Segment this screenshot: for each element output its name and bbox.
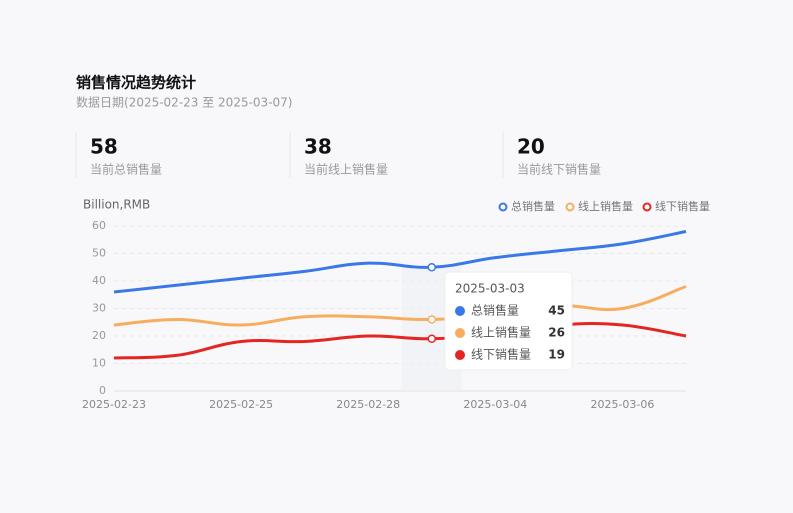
x-tick-label: 2025-03-04 — [463, 398, 527, 411]
x-tick-label: 2025-02-23 — [82, 398, 146, 411]
card-label: 当前线上销售量 — [304, 162, 388, 177]
legend-marker — [498, 202, 508, 212]
title: 销售情况趋势统计 — [76, 74, 196, 92]
tooltip-marker — [455, 306, 465, 316]
legend-label: 总销售量 — [511, 199, 555, 213]
tooltip-value: 45 — [548, 304, 565, 318]
y-axis-label: Billion,RMB — [83, 198, 150, 212]
x-tick-label: 2025-02-25 — [209, 398, 273, 411]
x-tick-label: 2025-02-28 — [336, 398, 400, 411]
hover-point — [427, 263, 437, 272]
legend-label: 线下销售量 — [655, 199, 710, 213]
tooltip-name: 线上销售量 — [471, 325, 531, 340]
tooltip-name: 线下销售量 — [471, 347, 531, 362]
series-line — [113, 322, 687, 360]
tooltip-title: 2025-03-03 — [455, 282, 525, 296]
tooltip-value: 19 — [548, 348, 565, 362]
hover-point — [427, 315, 437, 324]
y-tick-label: 0 — [99, 384, 106, 397]
legend-marker — [565, 202, 575, 212]
card-value: 58 — [90, 135, 118, 159]
card-label: 当前线下销售量 — [517, 162, 601, 177]
series-line — [113, 285, 687, 327]
subtitle: 数据日期(2025-02-23 至 2025-03-07) — [76, 95, 292, 110]
legend-label: 线上销售量 — [578, 199, 633, 213]
y-tick-label: 50 — [92, 247, 106, 260]
series-line — [113, 230, 687, 294]
x-tick-label: 2025-03-06 — [590, 398, 654, 411]
y-tick-label: 20 — [92, 329, 106, 342]
y-tick-label: 60 — [92, 219, 106, 232]
legend-marker — [642, 202, 652, 212]
y-tick-label: 40 — [92, 274, 106, 287]
tooltip-name: 总销售量 — [471, 303, 519, 318]
tooltip-marker — [455, 350, 465, 360]
tooltip-box — [444, 271, 573, 371]
y-tick-label: 30 — [92, 302, 106, 315]
tooltip-value: 26 — [548, 326, 565, 340]
y-tick-label: 10 — [92, 357, 106, 370]
hover-point — [427, 334, 437, 343]
card-value: 20 — [517, 135, 545, 159]
tooltip: 2025-03-03 总销售量 45 线上销售量 26 线下销售量 19 — [444, 271, 573, 371]
card-value: 38 — [304, 135, 332, 159]
card-label: 当前总销售量 — [90, 162, 162, 177]
tooltip-marker — [455, 328, 465, 338]
